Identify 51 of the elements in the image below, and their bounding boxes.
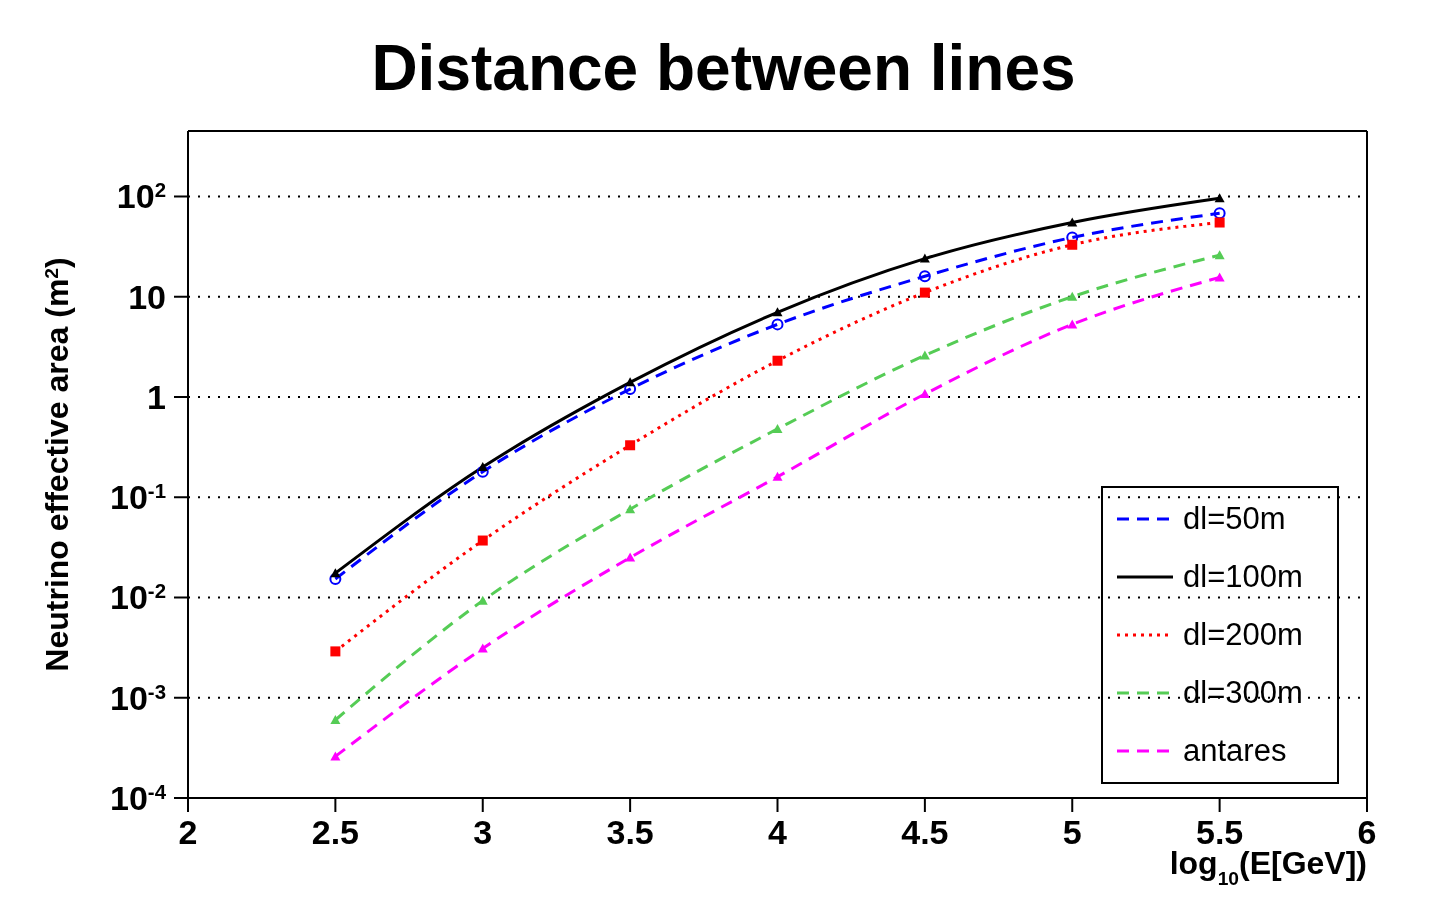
x-tick-label: 3.5 <box>606 813 654 851</box>
legend-label: dl=300m <box>1183 675 1303 711</box>
y-tick-label: 10$^{-3}$ <box>110 678 166 717</box>
point <box>919 389 930 399</box>
point <box>477 462 488 472</box>
point <box>1214 272 1225 282</box>
point <box>919 287 930 298</box>
point <box>625 552 636 562</box>
legend-label: dl=50m <box>1183 501 1286 537</box>
x-tick-label: 3 <box>473 813 493 851</box>
y-tick-label: 10$^{-2}$ <box>110 578 166 617</box>
point <box>624 383 637 396</box>
point <box>919 253 930 263</box>
x-tick-label: 4 <box>768 813 788 851</box>
point <box>1214 193 1225 203</box>
point <box>330 568 341 578</box>
x-tick-label: 4.5 <box>901 813 949 851</box>
point <box>1067 319 1078 329</box>
point <box>330 714 341 724</box>
point <box>329 572 342 585</box>
legend-label: antares <box>1183 733 1287 769</box>
point <box>1214 250 1225 260</box>
y-tick-label: 1 <box>147 377 166 416</box>
point <box>772 307 783 317</box>
point <box>1067 217 1078 227</box>
x-tick-label: 2.5 <box>311 813 360 851</box>
point <box>477 535 488 546</box>
point <box>1067 239 1078 250</box>
x-tick-label: 2 <box>178 813 198 851</box>
point <box>771 318 784 331</box>
point <box>772 471 783 481</box>
point <box>330 751 341 761</box>
point <box>772 423 783 433</box>
chart-title: Distance between lines <box>370 31 1077 106</box>
point <box>772 355 783 366</box>
point <box>1214 217 1225 228</box>
y-tick-label: 10$^{-1}$ <box>110 478 166 517</box>
point <box>1067 291 1078 301</box>
point <box>919 350 930 360</box>
legend-label: dl=200m <box>1183 617 1303 653</box>
point <box>625 377 636 387</box>
point <box>330 646 341 657</box>
x-tick-label: 5 <box>1062 813 1082 851</box>
point <box>918 270 931 283</box>
legend-label: dl=100m <box>1183 559 1303 595</box>
y-tick-label: 10 <box>128 277 166 316</box>
y-tick-label: 10$^{-4}$ <box>110 779 167 817</box>
point <box>625 504 636 514</box>
point <box>625 440 636 451</box>
point <box>476 465 489 478</box>
y-tick-label: 10$^{2}$ <box>116 177 166 216</box>
